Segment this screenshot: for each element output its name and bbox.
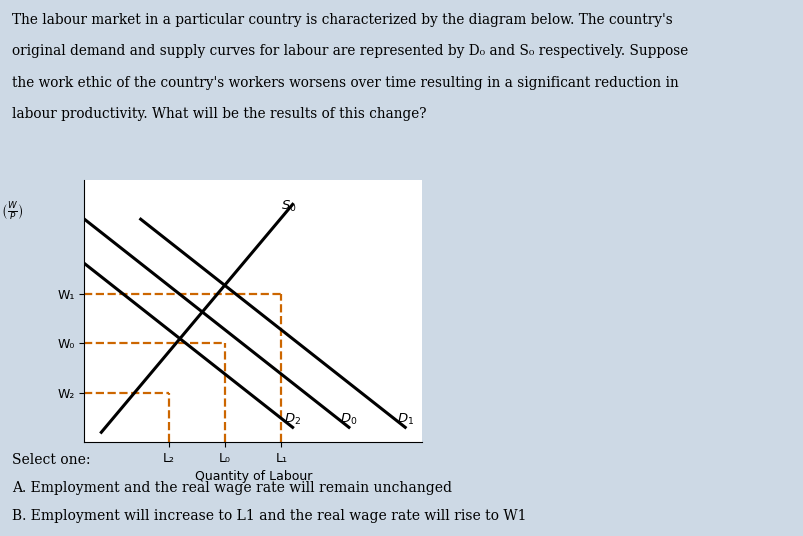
X-axis label: Quantity of Labour: Quantity of Labour: [194, 471, 312, 483]
Text: The labour market in a particular country is characterized by the diagram below.: The labour market in a particular countr…: [12, 13, 672, 27]
Text: $D_2$: $D_2$: [284, 412, 301, 427]
Text: the work ethic of the country's workers worsens over time resulting in a signifi: the work ethic of the country's workers …: [12, 76, 678, 90]
Text: $D_0$: $D_0$: [340, 412, 357, 427]
Text: $D_1$: $D_1$: [396, 412, 414, 427]
Text: $S_0$: $S_0$: [281, 199, 296, 214]
Text: Select one:: Select one:: [12, 453, 91, 467]
Text: labour productivity. What will be the results of this change?: labour productivity. What will be the re…: [12, 107, 426, 121]
Y-axis label: Real wage rate $\left(\frac{W}{P}\right)$: Real wage rate $\left(\frac{W}{P}\right)…: [0, 200, 23, 222]
Text: B. Employment will increase to L1 and the real wage rate will rise to W1: B. Employment will increase to L1 and th…: [12, 509, 526, 523]
Text: original demand and supply curves for labour are represented by D₀ and S₀ respec: original demand and supply curves for la…: [12, 44, 687, 58]
Text: A. Employment and the real wage rate will remain unchanged: A. Employment and the real wage rate wil…: [12, 481, 451, 495]
